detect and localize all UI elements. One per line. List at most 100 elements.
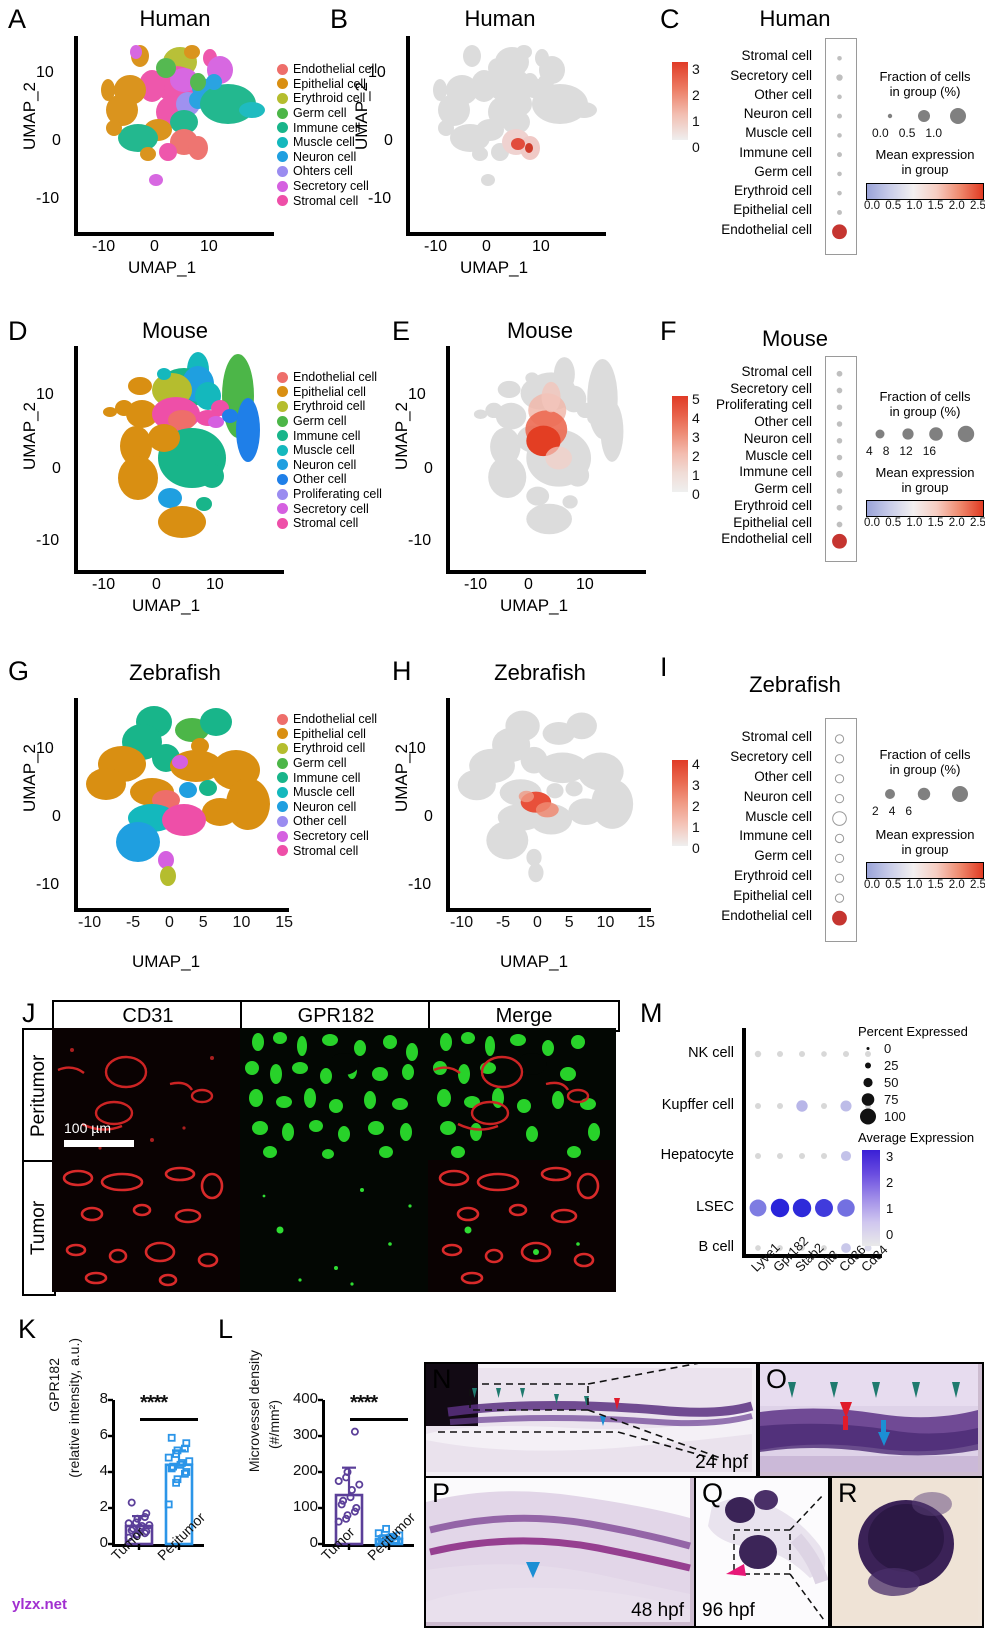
panel-k-plot-area[interactable] [108, 1398, 205, 1550]
legend-item-label: Secretory cell [293, 501, 369, 516]
data-point [346, 1493, 355, 1502]
dotplot-dot [836, 74, 843, 81]
legend-color-dot [277, 503, 288, 515]
colorbar-tick: 3 [692, 777, 700, 793]
panel-m-row-label: Kupffer cell [661, 1097, 734, 1113]
panel-g-label: G [8, 656, 30, 686]
panel-j-image-peritumor-cd31[interactable]: 100 µm [52, 1028, 240, 1160]
bar-ytick: 0 [309, 1534, 318, 1551]
panel-g-title: Zebrafish [129, 660, 221, 685]
panel-f-dotplot-grid[interactable] [825, 356, 857, 562]
panel-h-ytick-1: 0 [424, 808, 433, 825]
panel-m-size-tick: 50 [884, 1075, 899, 1090]
zebrafish-96hpf-insitu-zoom [832, 1478, 978, 1622]
legend-item: Other cell [277, 472, 382, 487]
dotplot-dot [834, 853, 845, 864]
panel-d-xtick-0: -10 [92, 576, 116, 593]
legend-color-dot [277, 786, 288, 798]
panel-b-label: B [330, 4, 349, 34]
panel-j-image-peritumor-merge[interactable] [428, 1028, 616, 1160]
panel-m-dotplot[interactable] [746, 1030, 886, 1255]
panel-m-expr-tick: 3 [886, 1149, 894, 1164]
legend-color-dot [277, 713, 288, 725]
panel-d-umap-plot[interactable] [80, 348, 290, 570]
panel-q-image[interactable]: Q 96 hpf [694, 1476, 830, 1628]
legend-item-label: Immune cell [293, 120, 361, 135]
panel-h-xlabel: UMAP_1 [500, 952, 569, 971]
panel-p-image[interactable]: P 48 hpf [424, 1476, 696, 1628]
panel-f-expr-legend-title: Mean expression in group [866, 465, 984, 496]
dotplot-dot [834, 734, 845, 744]
panel-j-image-tumor-merge[interactable] [428, 1160, 616, 1292]
panel-a-umap-plot[interactable] [80, 38, 280, 233]
panel-e-umap-plot[interactable] [452, 348, 652, 570]
panel-j-image-tumor-cd31[interactable] [52, 1160, 240, 1292]
panel-n-image[interactable]: N 24 hpf [424, 1362, 758, 1478]
legend-item: Epithelial cell [277, 385, 382, 400]
legend-color-dot [277, 728, 288, 740]
dotplot-dot [836, 370, 843, 377]
panel-b-umap-plot[interactable] [412, 38, 612, 233]
dotplot-row-label: Immune cell [739, 828, 812, 844]
panel-o-image[interactable]: O [758, 1362, 984, 1478]
dotplot-dot [834, 774, 845, 784]
panel-r-image[interactable]: R [830, 1476, 984, 1628]
gpr182-tumor-fluorescence [240, 1160, 428, 1292]
panel-i-dotplot-grid[interactable] [825, 718, 857, 942]
legend-item-label: Other cell [293, 814, 347, 829]
panel-c-dotplot-grid[interactable] [825, 38, 857, 255]
legend-color-dot [277, 444, 288, 456]
panel-g-ytick-0: 10 [36, 740, 54, 757]
data-point [145, 1521, 154, 1530]
zebrafish-24hpf-insitu-zoom [760, 1364, 978, 1472]
legend-item: Secretory cell [277, 179, 377, 194]
panel-m-row-label: B cell [698, 1239, 734, 1255]
dotplot-row-label: Epithelial cell [733, 202, 812, 218]
data-point [129, 1524, 138, 1533]
colorbar-tick: 2 [692, 87, 700, 103]
panel-e-xtick-1: 0 [524, 576, 533, 593]
dotplot-row-label: Proliferating cell [715, 397, 812, 413]
panel-g-legend: Endothelial cell Epithelial cell Erythroid… [277, 712, 377, 858]
axis-tick: 5 [198, 914, 208, 931]
legend-color-dot [277, 801, 288, 813]
colorbar-tick: 3 [692, 429, 700, 445]
dotplot-dot [836, 438, 843, 444]
panel-h-colorbar-ticks: 4 3 2 1 0 [692, 754, 700, 859]
legend-color-dot [277, 473, 288, 485]
panel-h-xaxis [446, 908, 651, 912]
bar-ytick: 8 [99, 1390, 108, 1407]
expr-legend-tick: 0.0 [864, 517, 880, 529]
legend-item-label: Muscle cell [293, 443, 355, 458]
panel-f-expr-ticks: 0.0 0.5 1.0 1.5 2.0 2.5 [864, 517, 985, 529]
dotplot-row-label: Germ cell [754, 481, 812, 496]
colorbar-tick: 2 [692, 448, 700, 464]
panel-b-ytick-2: -10 [368, 190, 392, 207]
panel-e-xtick-0: -10 [464, 576, 488, 593]
dotplot-dot [837, 190, 842, 196]
legend-item: Endothelial cell [277, 370, 382, 385]
legend-item-label: Neuron cell [293, 457, 357, 472]
legend-item-label: Neuron cell [293, 149, 357, 164]
dotplot-dot [837, 133, 842, 138]
dotplot-row-label: Secretory cell [730, 67, 812, 83]
panel-d-xlabel: UMAP_1 [132, 596, 201, 615]
legend-item: Germ cell [277, 756, 377, 771]
panel-l-plot-area[interactable] [318, 1398, 415, 1550]
panel-h-umap-plot[interactable] [452, 700, 657, 910]
umap-zebrafish-expression-scatter [457, 710, 634, 883]
panel-g-umap-plot[interactable] [80, 700, 295, 910]
panel-d-legend: Endothelial cell Epithelial cell Erythroid… [277, 370, 382, 531]
panel-a-ytick-0: 10 [36, 64, 54, 81]
watermark: ylzx.net [12, 1596, 68, 1613]
bar-ytick: 200 [292, 1462, 318, 1479]
panel-e-label: E [392, 316, 411, 346]
legend-color-dot [277, 386, 288, 398]
panel-j-image-tumor-gpr182[interactable] [240, 1160, 428, 1292]
data-point [133, 1530, 142, 1539]
dotplot-dot [837, 94, 842, 100]
panel-j-image-peritumor-gpr182[interactable] [240, 1028, 428, 1160]
panel-d-label: D [8, 316, 28, 346]
panel-m-dot [755, 1245, 761, 1251]
